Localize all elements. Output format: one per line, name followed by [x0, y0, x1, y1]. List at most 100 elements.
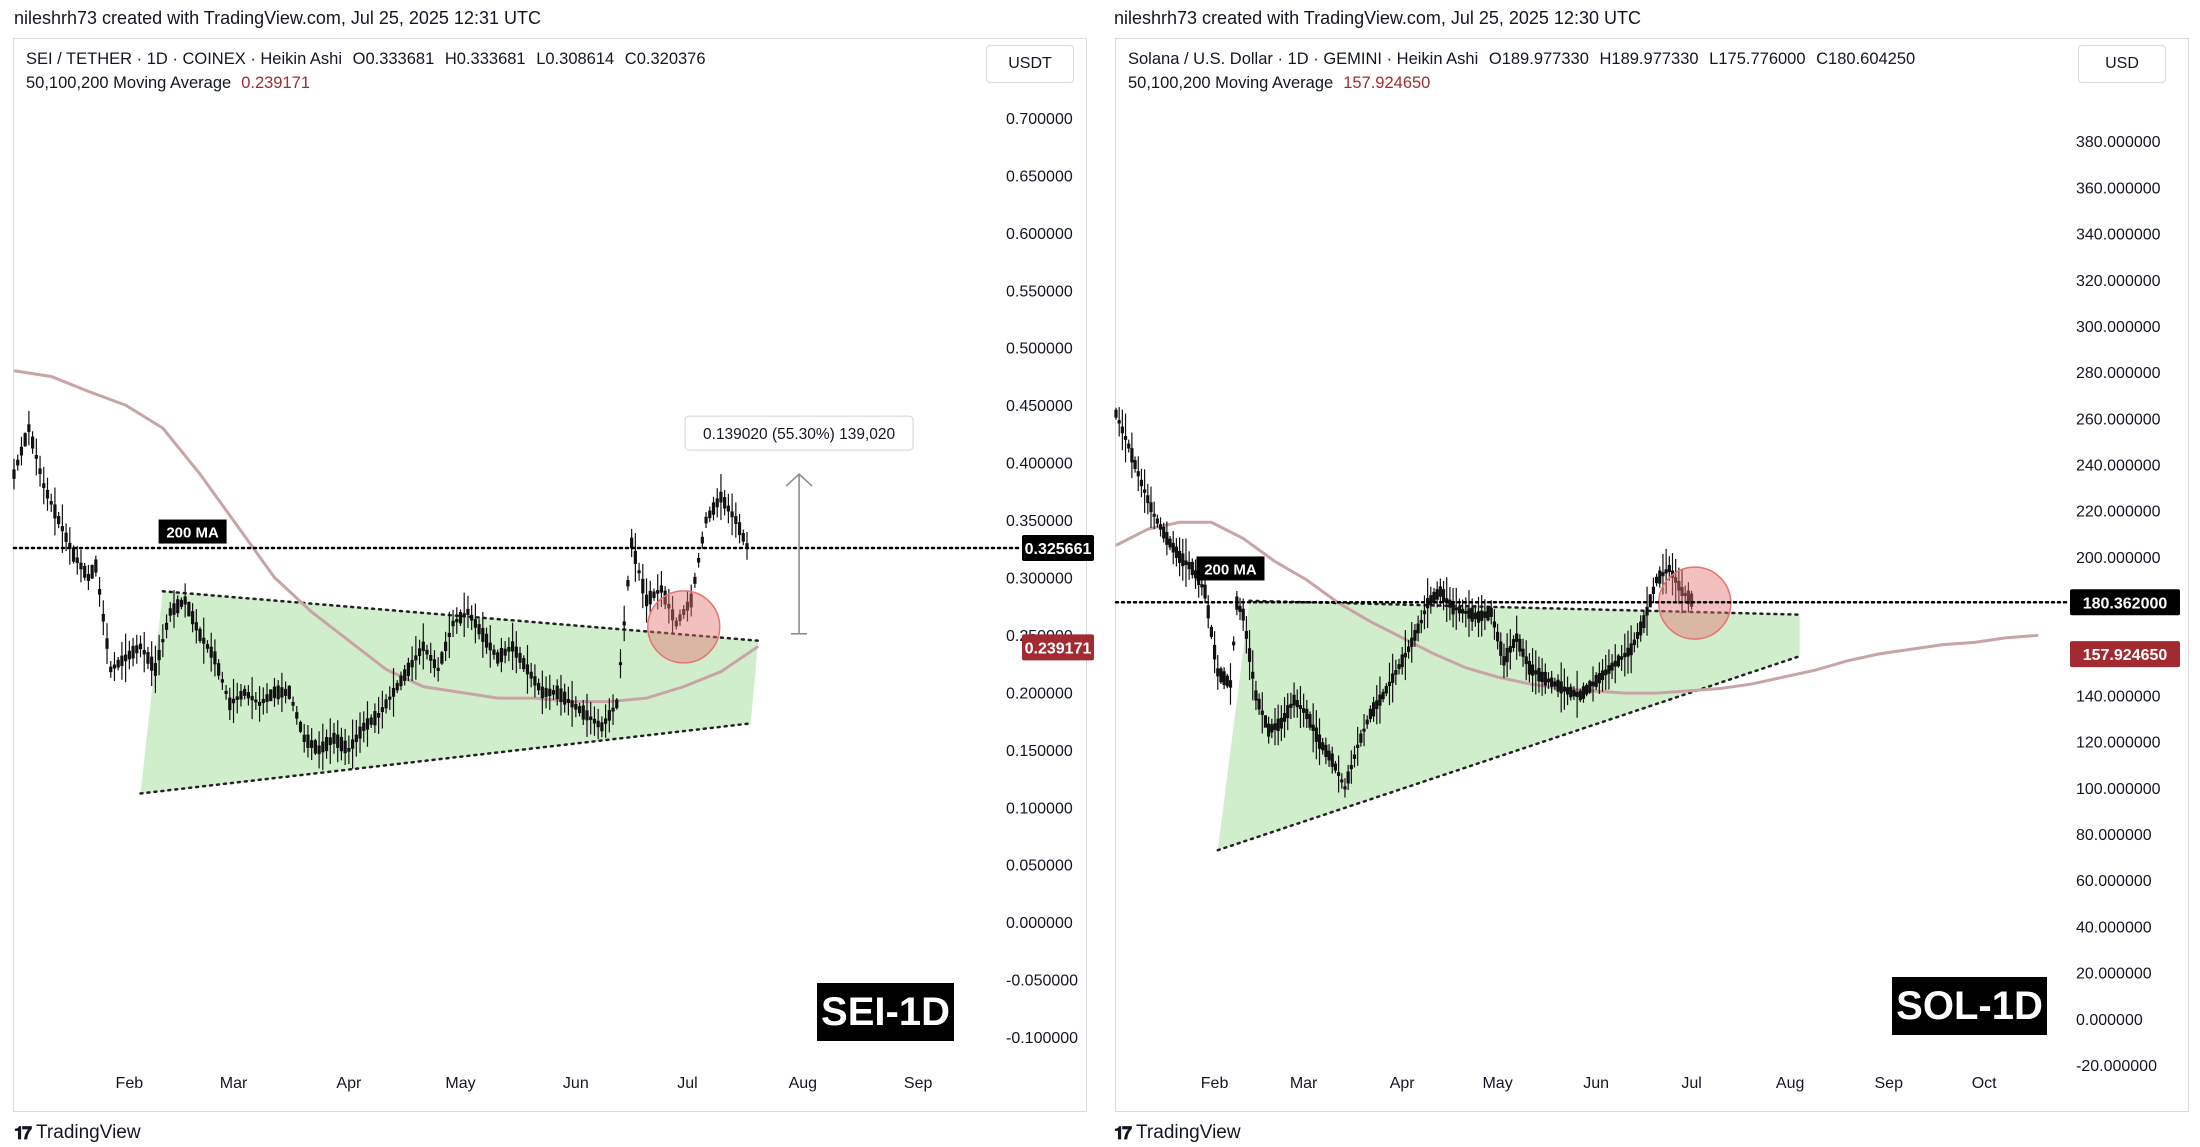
candle-body — [295, 712, 299, 719]
candle-body — [31, 436, 35, 449]
x-tick-label: Sep — [904, 1075, 933, 1092]
candle-body — [1464, 610, 1468, 614]
indicator-legend[interactable]: 50,100,200 Moving Average 157.924650 — [1128, 74, 1430, 93]
candle-body — [589, 716, 593, 720]
candle-body — [1616, 655, 1621, 667]
y-tick-label: 0.400000 — [1006, 456, 1073, 473]
candle-body — [1270, 724, 1274, 733]
sol-price-chart[interactable]: 200 MA 380.000000 360.000000 340.000000 320.… — [1100, 0, 2200, 1147]
candle-body — [403, 669, 407, 681]
x-tick-label: Mar — [1290, 1075, 1318, 1092]
candle-body — [1476, 611, 1481, 623]
candle-body — [1473, 612, 1477, 620]
candle-body — [1130, 448, 1134, 463]
symbol-legend[interactable]: SEI / TETHER · 1D · COINEX · Heikin Ashi… — [26, 50, 706, 69]
candle-body — [1680, 586, 1684, 597]
candle-body — [1642, 615, 1646, 628]
candle-body — [1674, 577, 1678, 583]
candle-body — [1232, 641, 1236, 646]
candle-body — [38, 468, 42, 475]
candle-body — [161, 639, 165, 643]
ohlc-close: C0.320376 — [624, 50, 706, 68]
symbol-legend[interactable]: Solana / U.S. Dollar · 1D · GEMINI · Hei… — [1128, 50, 1915, 69]
candle-body — [1572, 690, 1576, 697]
candle-body — [618, 662, 623, 666]
candle-body — [444, 641, 448, 652]
candle-body — [1143, 489, 1147, 493]
candle-body — [399, 675, 403, 687]
y-tick-label: 0.200000 — [1006, 685, 1073, 702]
candle-body — [1565, 687, 1570, 695]
candle-body — [1422, 610, 1427, 615]
candle-body — [358, 726, 362, 739]
tradingview-icon: 𝟏𝟕 — [14, 1122, 32, 1143]
candle-body — [339, 736, 344, 752]
candle-body — [1435, 589, 1439, 600]
candle-body — [592, 718, 597, 724]
currency-button[interactable]: USDT — [986, 45, 1074, 83]
candle-body — [138, 643, 143, 650]
x-tick-label: Jun — [563, 1075, 589, 1092]
candle-body — [682, 609, 686, 615]
candle-body — [723, 497, 727, 509]
candle-body — [354, 734, 358, 743]
y-tick-label: 300.000000 — [2076, 319, 2161, 336]
candle-body — [1546, 678, 1551, 683]
candle-body — [1664, 569, 1668, 574]
candle-body — [86, 574, 91, 581]
y-tick-label: 0.600000 — [1006, 226, 1073, 243]
ma-badge-box — [1022, 634, 1094, 661]
candle-body — [510, 641, 515, 652]
candle-body — [1346, 771, 1350, 784]
candle-body — [1225, 675, 1229, 687]
candle-body — [298, 721, 303, 732]
y-tick-label: 0.500000 — [1006, 341, 1073, 358]
candle-body — [395, 682, 399, 691]
x-tick-label: May — [445, 1075, 475, 1092]
candle-body — [1410, 637, 1414, 648]
currency-button[interactable]: USD — [2078, 45, 2166, 83]
candle-body — [626, 580, 630, 587]
candle-body — [49, 501, 53, 505]
candle-body — [1448, 599, 1452, 608]
candle-body — [284, 688, 288, 696]
candle-body — [1397, 664, 1401, 670]
candle-body — [1540, 671, 1544, 683]
candle-body — [235, 696, 239, 700]
candle-body — [1349, 764, 1353, 770]
candle-body — [507, 646, 511, 652]
candle-body — [693, 576, 697, 584]
candle-body — [1184, 560, 1188, 565]
candle-body — [566, 699, 570, 703]
candle-body — [734, 516, 738, 525]
indicator-legend[interactable]: 50,100,200 Moving Average 0.239171 — [26, 74, 310, 93]
chart-frame — [1115, 38, 2189, 1112]
candle-body — [1206, 605, 1210, 619]
ma200-label: 200 MA — [1204, 561, 1257, 578]
candle-body — [1362, 728, 1366, 732]
candle-body — [1581, 686, 1586, 699]
y-tick-label: 280.000000 — [2076, 365, 2161, 382]
candle-body — [1171, 542, 1175, 553]
author-credit: nileshrh73 created with TradingView.com,… — [14, 8, 541, 28]
candle-body — [1228, 680, 1233, 688]
candle-body — [1451, 601, 1455, 615]
candle-body — [466, 608, 470, 616]
candle-body — [42, 483, 46, 488]
x-tick-label: Feb — [1201, 1075, 1229, 1092]
candle-body — [462, 613, 466, 617]
tradingview-logo[interactable]: 𝟏𝟕 TradingView — [14, 1122, 141, 1144]
tradingview-brand: TradingView — [1136, 1122, 1241, 1143]
candle-body — [1155, 518, 1159, 524]
candle-body — [659, 585, 664, 593]
candle-body — [1314, 727, 1318, 742]
candle-body — [1651, 586, 1656, 595]
candle-body — [1623, 652, 1627, 658]
sei-price-chart[interactable]: 200 MA 0.139020 (55.30%) 139,020 0.700000 0… — [0, 0, 1100, 1147]
candle-body — [447, 632, 451, 637]
candle-body — [1502, 656, 1506, 666]
tradingview-logo[interactable]: 𝟏𝟕 TradingView — [1114, 1122, 1241, 1144]
candle-body — [1212, 644, 1217, 660]
candle-body — [1327, 750, 1331, 761]
price-badge: 180.362000 — [2083, 595, 2168, 612]
